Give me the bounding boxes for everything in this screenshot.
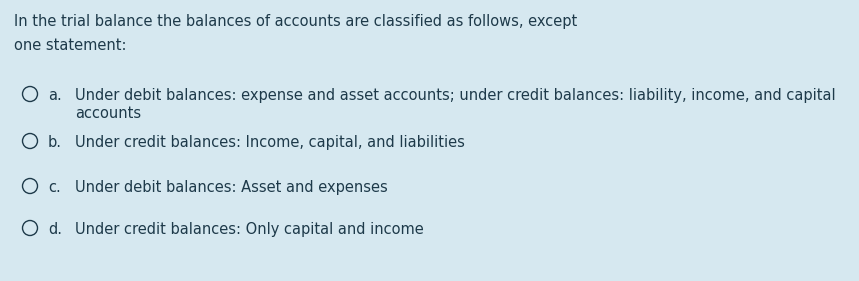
Text: c.: c.: [48, 180, 61, 195]
Text: Under credit balances: Income, capital, and liabilities: Under credit balances: Income, capital, …: [75, 135, 465, 150]
Text: Under debit balances: Asset and expenses: Under debit balances: Asset and expenses: [75, 180, 387, 195]
Text: Under credit balances: Only capital and income: Under credit balances: Only capital and …: [75, 222, 423, 237]
Text: one statement:: one statement:: [14, 38, 126, 53]
Text: In the trial balance the balances of accounts are classified as follows, except: In the trial balance the balances of acc…: [14, 14, 577, 29]
Text: Under debit balances: expense and asset accounts; under credit balances: liabili: Under debit balances: expense and asset …: [75, 88, 836, 103]
Text: d.: d.: [48, 222, 62, 237]
Text: b.: b.: [48, 135, 62, 150]
Text: accounts: accounts: [75, 106, 141, 121]
Text: a.: a.: [48, 88, 62, 103]
